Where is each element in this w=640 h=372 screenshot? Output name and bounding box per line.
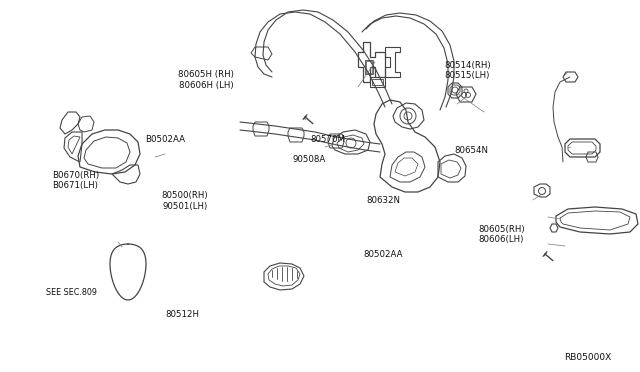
Text: 80500(RH)
90501(LH): 80500(RH) 90501(LH) [161, 191, 208, 211]
Text: 80514(RH)
80515(LH): 80514(RH) 80515(LH) [445, 61, 492, 80]
Text: B0670(RH)
B0671(LH): B0670(RH) B0671(LH) [52, 171, 100, 190]
Text: 80605(RH)
80606(LH): 80605(RH) 80606(LH) [479, 225, 525, 244]
Text: RB05000X: RB05000X [564, 353, 611, 362]
Text: 80512H: 80512H [165, 310, 200, 319]
Text: 90508A: 90508A [292, 155, 326, 164]
Text: 80632N: 80632N [366, 196, 400, 205]
Text: SEE SEC.809: SEE SEC.809 [46, 288, 97, 296]
Text: 80605H (RH)
80606H (LH): 80605H (RH) 80606H (LH) [178, 70, 234, 90]
Text: 80502AA: 80502AA [363, 250, 403, 259]
Text: B0502AA: B0502AA [146, 135, 186, 144]
Text: 80570M: 80570M [310, 135, 346, 144]
Text: 80654N: 80654N [454, 146, 488, 155]
